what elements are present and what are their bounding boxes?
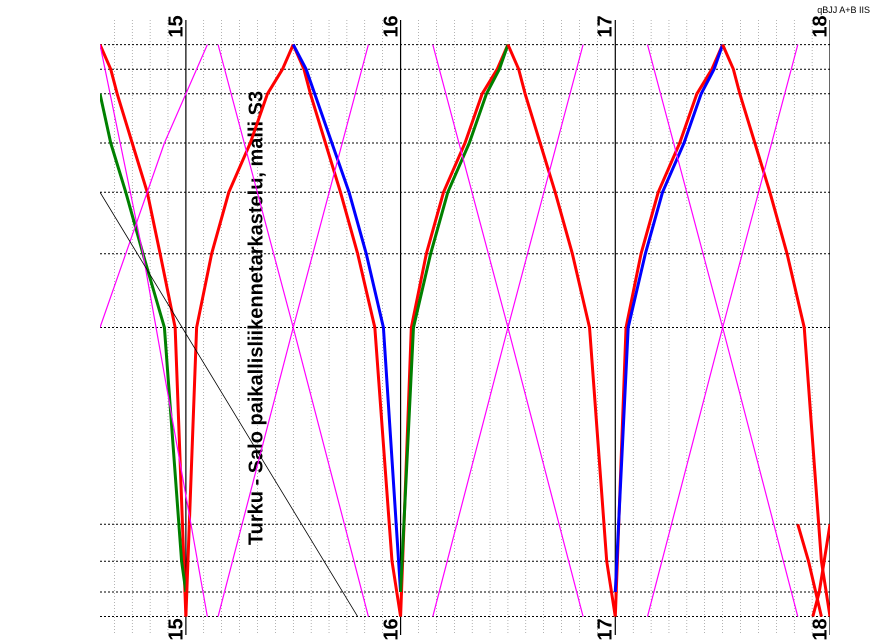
corner-text: qBJJ A+B IIS — [817, 5, 870, 15]
xtick-label-bottom: 17 — [595, 618, 618, 640]
xtick-label-top: 17 — [595, 15, 618, 37]
xtick-label-bottom: 18 — [810, 618, 833, 640]
xtick-label-top: 15 — [166, 15, 189, 37]
plot-area — [100, 20, 830, 635]
xtick-label-top: 16 — [380, 15, 403, 37]
xtick-label-top: 18 — [810, 15, 833, 37]
xtick-label-bottom: 15 — [166, 618, 189, 640]
chart-svg — [100, 20, 830, 635]
xtick-label-bottom: 16 — [380, 618, 403, 640]
chart-container: Turku - Salo paikallisliikennetarkastelu… — [0, 0, 880, 635]
